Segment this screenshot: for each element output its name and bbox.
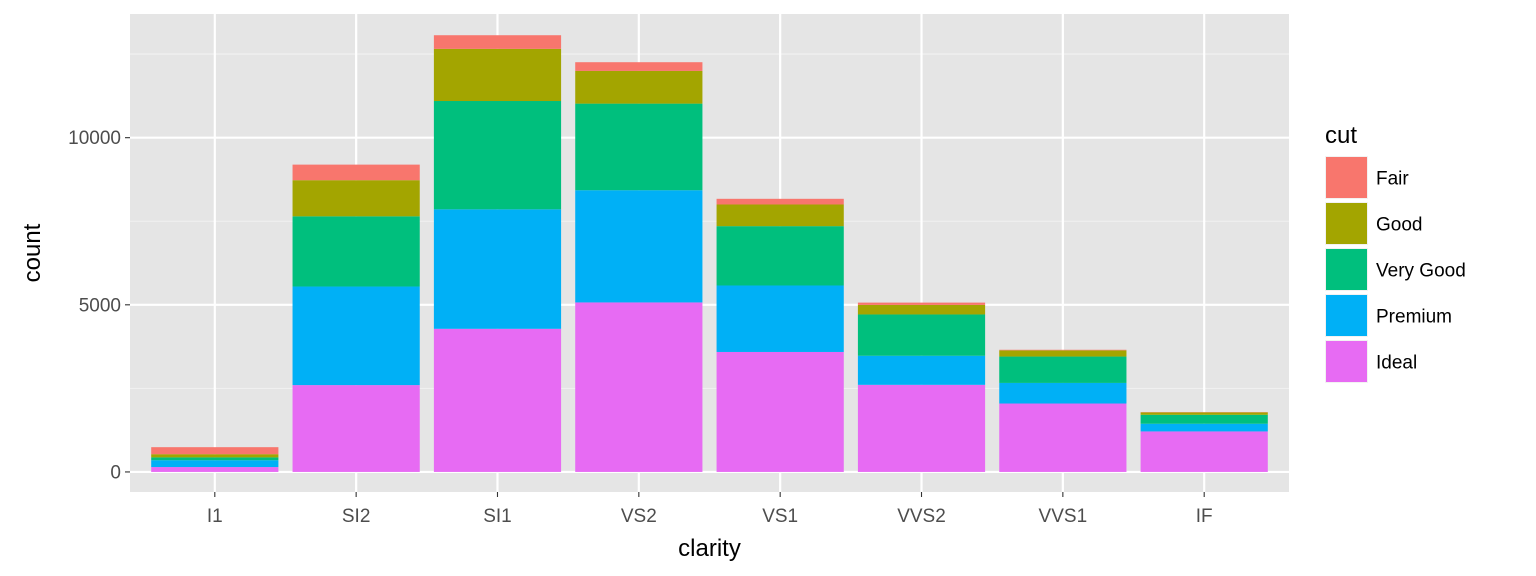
bar-vs2-premium [575,190,703,303]
bar-vs1-ideal [716,351,844,472]
bar-si1-good [433,48,562,102]
x-tick-label: SI2 [342,506,371,527]
y-axis-title: count [19,223,46,282]
legend-label: Premium [1376,307,1452,328]
x-tick-label: VS2 [621,506,657,527]
bar-vvs1-fair [999,349,1127,351]
bar-vvs2-fair [857,302,986,305]
bar-vvs2-premium [857,355,986,385]
x-tick-label: SI1 [483,506,512,527]
bar-i1-very-good [151,457,279,461]
bar-i1-good [151,454,279,458]
legend: cut Fair Good Very Good Premium Ideal [1325,122,1466,383]
bar-vs1-good [716,204,844,227]
bar-if-premium [1140,423,1268,432]
bar-i1-ideal [151,467,279,472]
bar-vvs1-premium [999,382,1127,404]
legend-swatch-very-good [1326,249,1367,290]
bar-if-ideal [1140,431,1268,472]
bar-vs2-ideal [575,302,703,472]
bar-vvs2-ideal [857,384,986,472]
x-tick-label: I1 [207,506,223,527]
legend-label: Fair [1376,169,1409,190]
bar-if-very-good [1140,414,1268,424]
x-tick-label: VVS2 [897,506,946,527]
y-tick-label: 0 [110,462,121,483]
y-tick-label: 5000 [79,295,121,316]
bar-if-good [1140,412,1268,415]
bar-vvs2-very-good [857,314,986,356]
bar-vvs1-good [999,350,1127,357]
bars [151,35,1268,472]
legend-label: Good [1376,215,1422,236]
legend-label: Very Good [1376,261,1466,282]
y-tick-label: 10000 [68,128,121,149]
bar-vs1-premium [716,285,844,352]
bar-si1-premium [433,209,562,329]
bar-si1-fair [433,35,562,49]
legend-swatch-fair [1326,157,1367,198]
bar-si2-ideal [292,385,420,472]
bar-si1-very-good [433,101,562,210]
bar-vs1-very-good [716,226,844,286]
x-tick-label: VVS1 [1039,506,1088,527]
legend-label: Ideal [1376,353,1417,374]
x-tick-label: IF [1196,506,1213,527]
bar-vvs1-ideal [999,403,1127,472]
bar-vs2-fair [575,62,703,71]
bar-i1-fair [151,447,279,455]
bar-si1-ideal [433,328,562,472]
x-tick-label: VS1 [762,506,798,527]
bar-si2-very-good [292,216,420,287]
bar-si2-fair [292,164,420,181]
bar-vvs2-good [857,304,986,315]
legend-swatch-good [1326,203,1367,244]
legend-swatch-ideal [1326,341,1367,382]
bar-vs1-fair [716,198,844,205]
bar-vs2-good [575,70,703,104]
x-axis-ticks: I1 SI2 SI1 VS2 VS1 VVS2 VVS1 IF [207,492,1213,527]
legend-title: cut [1325,122,1357,149]
bar-vvs1-very-good [999,356,1127,383]
legend-swatch-premium [1326,295,1367,336]
x-axis-title: clarity [678,535,741,562]
bar-si2-good [292,180,420,217]
bar-i1-premium [151,460,279,468]
bar-vs2-very-good [575,103,703,191]
y-axis-ticks: 0 5000 10000 [68,128,130,483]
bar-si2-premium [292,286,420,386]
